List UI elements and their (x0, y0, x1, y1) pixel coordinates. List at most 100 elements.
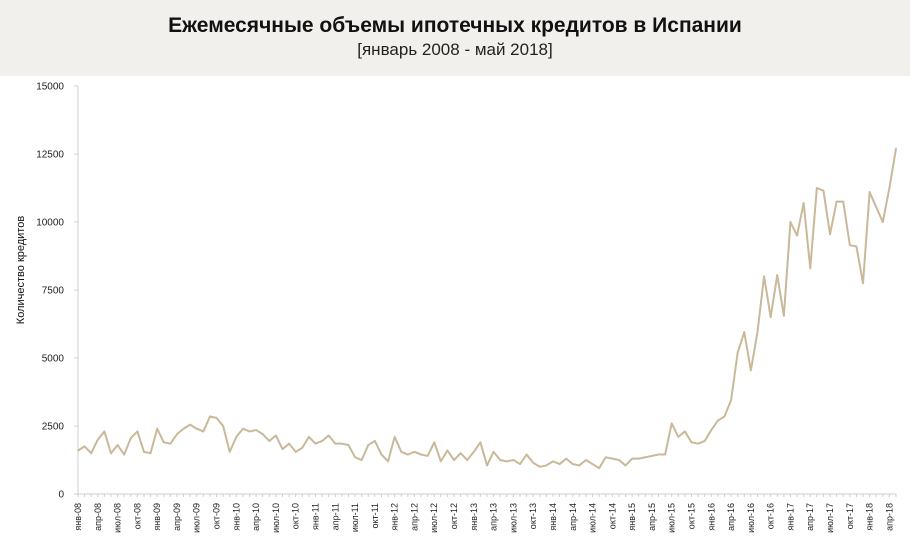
data-point (624, 464, 627, 467)
data-point (123, 453, 126, 456)
data-point (888, 187, 891, 189)
data-point (439, 460, 442, 463)
data-point (578, 464, 581, 467)
data-point (459, 452, 462, 455)
data-point (400, 450, 403, 453)
data-point (248, 430, 251, 433)
data-point (255, 429, 258, 431)
data-point (143, 450, 145, 453)
data-point (242, 427, 244, 430)
x-tick-label: июл-11 (350, 503, 360, 532)
data-point (571, 463, 574, 465)
x-tick-label: июл-13 (508, 503, 518, 533)
y-tick-label: 12500 (36, 150, 64, 161)
data-point (802, 202, 805, 204)
data-point (228, 450, 231, 453)
x-tick-label: окт-13 (528, 503, 538, 529)
data-point (347, 444, 350, 446)
data-point (103, 430, 106, 433)
y-tick-label: 10000 (36, 218, 64, 229)
data-point (723, 415, 726, 418)
x-tick-label: апр-18 (884, 503, 894, 531)
data-point (492, 450, 495, 453)
data-point (321, 440, 323, 442)
data-point (367, 444, 370, 446)
data-point (532, 461, 535, 464)
x-tick-label: окт-10 (291, 503, 301, 529)
data-point (684, 430, 686, 433)
data-point (749, 369, 752, 372)
data-point (512, 459, 515, 461)
chart-header: Ежемесячные объемы ипотечных кредитов в … (0, 0, 910, 76)
x-tick-label: янв-13 (469, 503, 479, 531)
data-point (360, 459, 363, 461)
data-point (618, 459, 620, 461)
x-tick-label: апр-10 (251, 503, 261, 531)
y-tick-label: 15000 (36, 82, 64, 93)
x-tick-label: окт-08 (132, 503, 142, 529)
x-tick-label: июл-10 (271, 503, 281, 533)
data-point (129, 437, 132, 440)
x-tick-label: янв-14 (548, 503, 558, 531)
data-point (848, 244, 851, 247)
data-point (110, 452, 112, 455)
data-point (664, 453, 667, 456)
data-point (202, 430, 205, 433)
data-point (77, 449, 79, 452)
x-tick-label: апр-12 (409, 503, 419, 531)
data-point (136, 430, 139, 433)
data-point (334, 442, 337, 445)
data-point (631, 457, 634, 460)
data-point (472, 450, 475, 453)
data-point (611, 457, 614, 460)
y-axis: 0 2500 5000 7500 10000 12500 15000 (36, 82, 79, 501)
data-point (789, 221, 792, 223)
x-tick-label: янв-10 (231, 503, 241, 531)
data-point (420, 453, 422, 456)
data-point (90, 452, 93, 455)
data-point (486, 464, 488, 467)
chart-title: Ежемесячные объемы ипотечных кредитов в … (168, 14, 742, 37)
data-point (552, 460, 554, 463)
data-point (604, 456, 607, 459)
data-point (782, 314, 785, 317)
y-tick-label: 7500 (42, 286, 65, 297)
data-point (499, 459, 502, 461)
y-tick-label: 5000 (42, 354, 65, 365)
data-point (875, 206, 878, 208)
data-point (835, 200, 838, 203)
data-point (169, 442, 172, 445)
x-tick-label: окт-09 (212, 503, 222, 529)
data-point (288, 442, 290, 445)
data-point (651, 455, 653, 457)
data-point (446, 449, 449, 452)
data-point (327, 434, 330, 437)
data-point (565, 457, 568, 460)
x-tick-label: июл-14 (588, 503, 598, 533)
y-tick-label: 2500 (42, 422, 65, 433)
data-point (83, 445, 86, 448)
x-tick-label: окт-14 (607, 503, 617, 529)
data-point (176, 433, 178, 436)
x-tick-label: янв-12 (390, 503, 400, 531)
data-point (710, 429, 713, 431)
data-point (340, 442, 343, 445)
data-point (881, 221, 884, 223)
data-point (116, 444, 119, 446)
data-point (776, 274, 779, 276)
data-point (842, 200, 845, 203)
x-tick-label: янв-08 (73, 503, 83, 531)
x-tick-label: апр-13 (489, 503, 499, 531)
data-point (657, 453, 660, 456)
data-point (156, 427, 159, 430)
data-point (195, 427, 198, 430)
x-tick-label: апр-09 (172, 503, 182, 531)
x-tick-label: июл-08 (113, 503, 123, 533)
data-point (479, 441, 482, 444)
x-tick-label: янв-09 (152, 503, 162, 531)
data-point (545, 464, 548, 467)
data-point (809, 267, 812, 270)
x-tick-label: апр-11 (330, 503, 340, 530)
data-point (268, 440, 271, 442)
